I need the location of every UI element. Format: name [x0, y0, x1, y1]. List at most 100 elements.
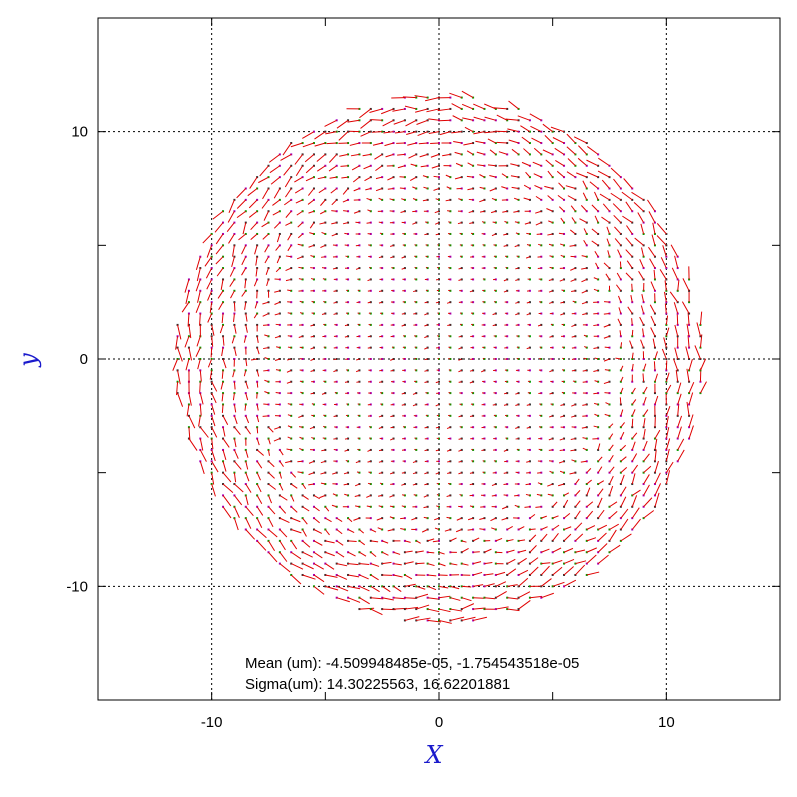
- vector-arrow: [609, 501, 618, 508]
- vector-arrow: [597, 443, 601, 451]
- vector-arrow: [523, 148, 531, 155]
- vector-arrow: [663, 337, 667, 348]
- vector-arrow: [492, 313, 496, 316]
- vector-arrow: [412, 472, 417, 475]
- vector-arrow: [424, 472, 428, 475]
- vector-arrow: [313, 585, 325, 595]
- vector-arrow: [438, 585, 449, 589]
- vector-arrow: [530, 125, 542, 133]
- vector-arrow: [471, 460, 474, 462]
- vector-arrow: [393, 551, 401, 555]
- vector-arrow: [620, 518, 629, 530]
- vector-arrow: [529, 113, 542, 121]
- vector-arrow: [328, 154, 338, 163]
- vector-arrow: [484, 548, 492, 553]
- vector-arrow: [294, 188, 303, 194]
- vector-arrow: [279, 461, 284, 467]
- vector-arrow: [255, 256, 258, 266]
- vector-arrow: [310, 324, 315, 327]
- vector-arrow: [583, 228, 588, 235]
- vector-arrow: [404, 616, 420, 621]
- vector-arrow: [469, 483, 474, 486]
- vector-arrow: [430, 153, 440, 158]
- vector-arrow: [552, 559, 563, 565]
- vector-arrow: [236, 188, 247, 199]
- vector-arrow: [604, 369, 610, 371]
- vector-arrow: [625, 272, 633, 280]
- vector-arrow: [279, 529, 288, 538]
- vector-arrow: [268, 472, 275, 479]
- vector-arrow: [584, 346, 587, 349]
- vector-arrow: [416, 550, 424, 553]
- vector-arrow: [482, 357, 485, 360]
- vector-arrow: [325, 585, 339, 591]
- vector-arrow: [557, 194, 565, 201]
- vector-arrow: [202, 233, 213, 244]
- vector-arrow: [664, 280, 667, 291]
- vector-arrow: [356, 381, 360, 383]
- vector-arrow: [297, 222, 303, 228]
- vector-arrow: [503, 290, 508, 293]
- vector-arrow: [582, 403, 587, 406]
- vector-arrow: [603, 324, 610, 328]
- vector-arrow: [435, 233, 440, 236]
- vector-arrow: [567, 158, 576, 167]
- vector-arrow: [461, 563, 469, 566]
- vector-arrow: [428, 118, 440, 121]
- vector-arrow: [290, 495, 295, 502]
- vector-arrow: [613, 178, 622, 189]
- vector-arrow: [580, 205, 588, 212]
- vector-arrow: [424, 483, 428, 486]
- vector-arrow: [526, 232, 531, 235]
- vector-arrow: [233, 347, 237, 356]
- vector-arrow: [450, 563, 458, 566]
- vector-arrow: [569, 229, 576, 235]
- vector-arrow: [595, 262, 599, 269]
- vector-arrow: [313, 494, 320, 500]
- vector-arrow: [285, 267, 292, 272]
- vector-arrow: [548, 460, 553, 462]
- vector-arrow: [279, 449, 284, 456]
- vector-arrow: [461, 540, 467, 543]
- vector-arrow: [236, 210, 247, 219]
- vector-arrow: [594, 413, 599, 417]
- vector-arrow: [469, 505, 474, 508]
- vector-arrow: [597, 488, 604, 496]
- vector-arrow: [245, 495, 249, 506]
- vector-arrow: [515, 403, 519, 406]
- vector-arrow: [699, 381, 707, 394]
- vector-arrow: [487, 138, 497, 144]
- vector-arrow: [563, 513, 571, 519]
- vector-arrow: [515, 313, 519, 316]
- vector-arrow: [526, 460, 531, 463]
- vector-arrow: [673, 302, 679, 314]
- vector-arrow: [427, 608, 440, 613]
- vector-arrow: [365, 188, 371, 191]
- vector-arrow: [256, 336, 259, 343]
- vector-arrow: [263, 211, 269, 221]
- vector-arrow: [604, 413, 610, 417]
- vector-arrow: [366, 494, 372, 498]
- vector-arrow: [533, 173, 542, 178]
- vector-arrow: [382, 561, 392, 565]
- vector-arrow: [448, 380, 451, 383]
- vector-arrow: [435, 449, 440, 452]
- vector-arrow: [531, 137, 542, 144]
- vector-arrow: [606, 226, 610, 235]
- vector-arrow: [626, 225, 633, 235]
- vector-arrow: [594, 215, 599, 223]
- vector-arrow: [353, 188, 360, 192]
- vector-arrow: [416, 119, 428, 125]
- vector-arrow: [447, 483, 451, 485]
- vector-arrow: [493, 301, 496, 303]
- vector-arrow: [492, 403, 496, 406]
- vector-arrow: [548, 220, 553, 224]
- vector-arrow: [433, 188, 440, 191]
- vector-arrow: [620, 467, 628, 474]
- vector-arrow: [389, 198, 394, 201]
- vector-arrow: [298, 426, 303, 428]
- vector-arrow: [464, 126, 474, 133]
- vector-arrow: [211, 392, 217, 404]
- vector-arrow: [427, 574, 437, 577]
- vector-arrow: [482, 471, 485, 474]
